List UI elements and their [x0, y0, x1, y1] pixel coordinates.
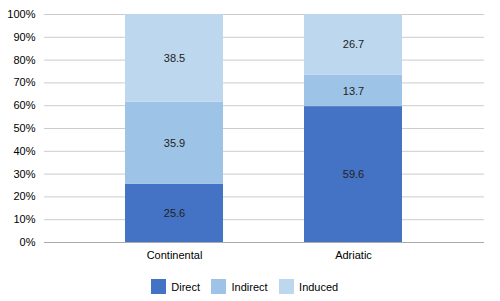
- svg-text:0%: 0%: [20, 236, 36, 248]
- svg-text:30%: 30%: [13, 168, 35, 180]
- html-text:Direct: Direct: [171, 280, 200, 293]
- svg-text:Continental: Continental: [147, 249, 203, 261]
- html-text:Indirect: Indirect: [231, 280, 268, 293]
- svg-text:80%: 80%: [13, 54, 35, 66]
- svg-text:50%: 50%: [13, 122, 35, 134]
- svg-text:60%: 60%: [13, 99, 35, 111]
- svg-text:35.9: 35.9: [164, 137, 185, 149]
- svg-text:10%: 10%: [13, 213, 35, 225]
- html-text:Induced: Induced: [299, 280, 339, 293]
- svg-text:20%: 20%: [13, 190, 35, 202]
- svg-text:100%: 100%: [7, 8, 35, 20]
- svg-text:13.7: 13.7: [343, 85, 364, 97]
- svg-text:25.6: 25.6: [164, 207, 185, 219]
- svg-text:38.5: 38.5: [164, 52, 185, 64]
- svg-text:Adriatic: Adriatic: [335, 249, 372, 261]
- svg-text:70%: 70%: [13, 76, 35, 88]
- svg-text:26.7: 26.7: [343, 38, 364, 50]
- svg-text:59.6: 59.6: [343, 168, 364, 180]
- svg-text:40%: 40%: [13, 145, 35, 157]
- svg-text:90%: 90%: [13, 31, 35, 43]
